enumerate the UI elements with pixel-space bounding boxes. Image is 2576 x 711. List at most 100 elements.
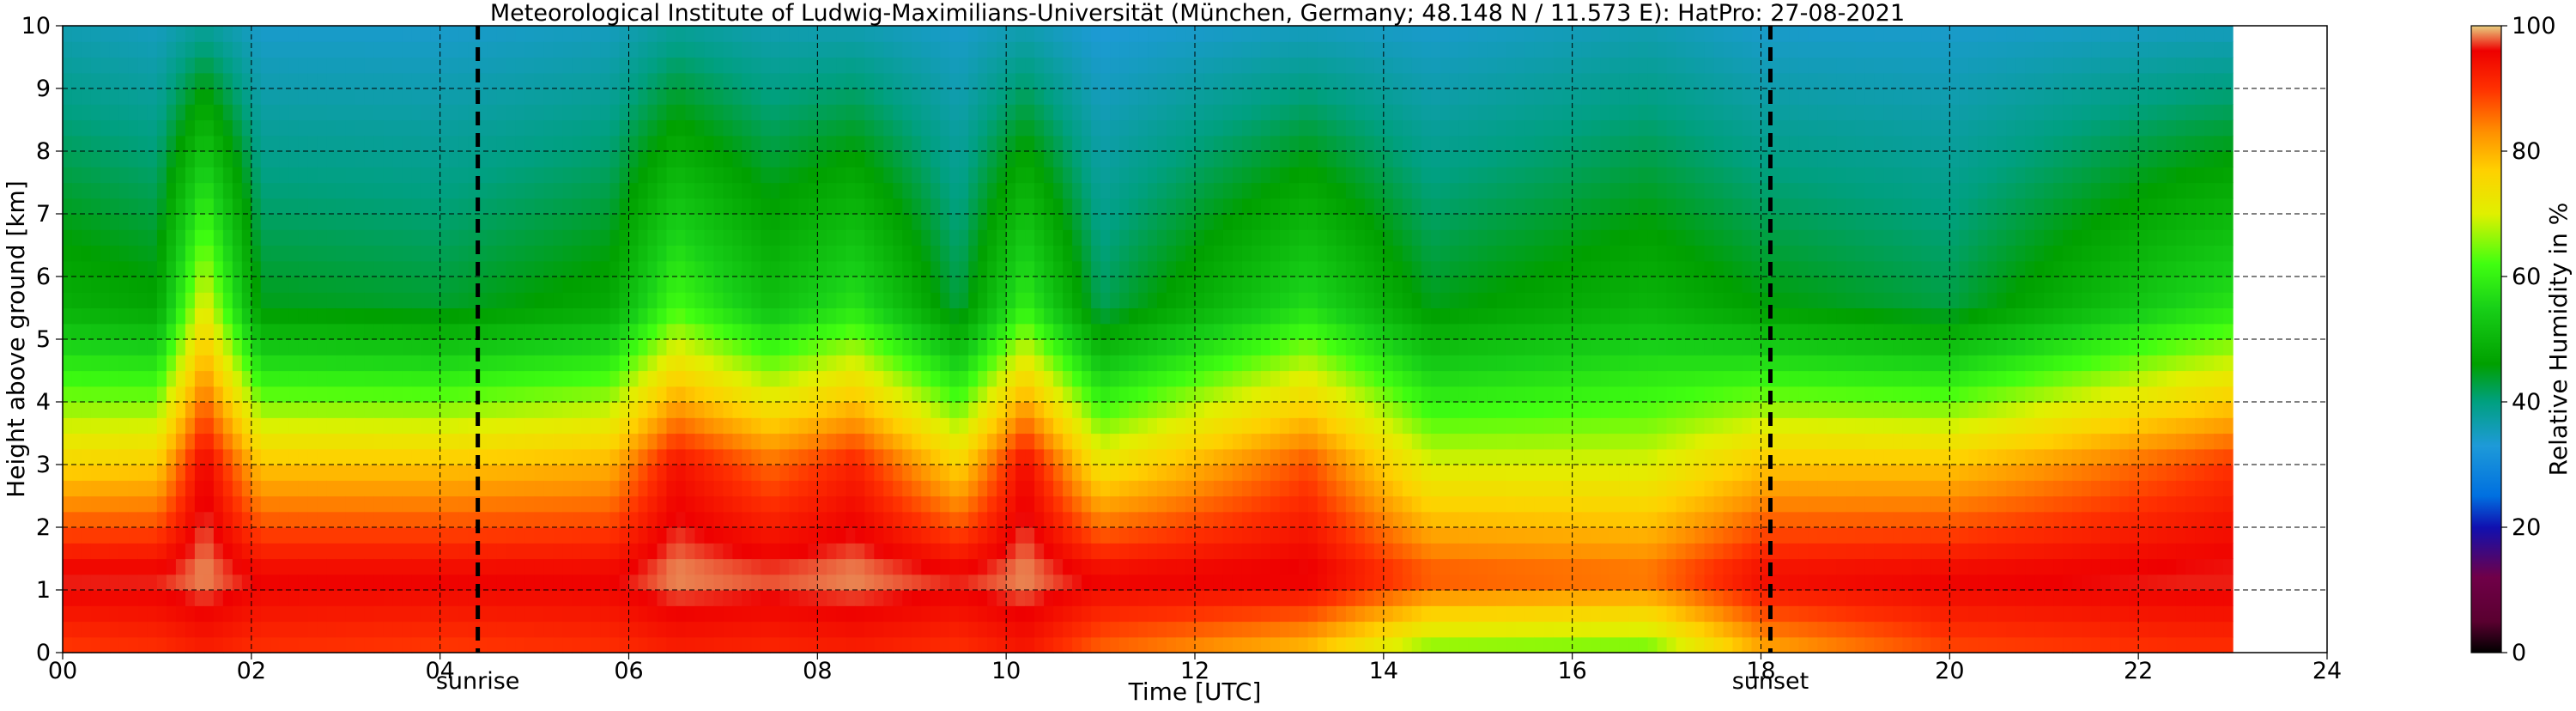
heatmap-cell (1006, 402, 1016, 418)
heatmap-cell (817, 88, 827, 105)
heatmap-cell (100, 558, 111, 575)
heatmap-cell (779, 323, 790, 340)
heatmap-cell (1015, 104, 1026, 121)
heatmap-cell (185, 41, 196, 58)
heatmap-cell (864, 307, 875, 325)
heatmap-cell (883, 214, 894, 230)
heatmap-cell (902, 229, 912, 246)
heatmap-cell (270, 448, 281, 465)
heatmap-cell (638, 480, 649, 497)
heatmap-cell (704, 260, 715, 277)
heatmap-cell (203, 590, 215, 606)
heatmap-cell (118, 119, 130, 137)
heatmap-cell (817, 41, 827, 58)
heatmap-cell (260, 57, 271, 74)
heatmap-cell (355, 26, 366, 42)
heatmap-cell (572, 590, 583, 606)
heatmap-cell (779, 198, 790, 215)
heatmap-cell (1167, 229, 1177, 246)
heatmap-cell (704, 214, 715, 230)
heatmap-cell (430, 574, 441, 591)
heatmap-cell (543, 339, 555, 356)
heatmap-cell (458, 355, 470, 372)
heatmap-cell (657, 198, 668, 215)
heatmap-cell (968, 355, 979, 372)
heatmap-cell (562, 88, 573, 105)
heatmap-cell (912, 72, 922, 89)
heatmap-cell (609, 41, 621, 58)
heatmap-cell (638, 292, 649, 309)
heatmap-cell (713, 214, 724, 230)
heatmap-cell (109, 495, 120, 513)
heatmap-cell (1138, 276, 1149, 293)
heatmap-cell (798, 370, 809, 387)
heatmap-cell (1034, 323, 1045, 340)
heatmap-cell (175, 558, 186, 575)
heatmap-cell (260, 104, 271, 121)
heatmap-cell (524, 151, 536, 167)
heatmap-cell (864, 433, 875, 450)
heatmap-cell (1195, 72, 1205, 89)
heatmap-cell (959, 135, 969, 152)
heatmap-cell (789, 214, 799, 230)
heatmap-cell (600, 543, 611, 560)
heatmap-cell (949, 448, 960, 465)
heatmap-cell (307, 229, 318, 246)
heatmap-cell (553, 167, 564, 184)
heatmap-cell (609, 386, 621, 403)
heatmap-cell (1185, 323, 1196, 340)
heatmap-cell (1082, 72, 1092, 89)
heatmap-cell (1129, 151, 1139, 167)
heatmap-cell (713, 151, 724, 167)
heatmap-cell (288, 511, 300, 528)
heatmap-cell (515, 292, 526, 309)
heatmap-cell (1213, 621, 1224, 638)
heatmap-cell (307, 26, 318, 42)
heatmap-cell (288, 229, 300, 246)
heatmap-cell (194, 41, 205, 58)
heatmap-cell (147, 511, 158, 528)
heatmap-cell (487, 260, 498, 277)
heatmap-cell (1025, 214, 1035, 230)
heatmap-cell (968, 41, 979, 58)
heatmap-cell (1232, 135, 1243, 152)
heatmap-cell (71, 558, 82, 575)
heatmap-cell (185, 88, 196, 105)
heatmap-cell (798, 119, 809, 137)
heatmap-cell (298, 72, 309, 89)
heatmap-cell (1091, 167, 1101, 184)
heatmap-cell (166, 167, 177, 184)
heatmap-cell (383, 621, 394, 638)
heatmap-cell (298, 41, 309, 58)
heatmap-cell (1063, 590, 1073, 606)
heatmap-cell (638, 543, 649, 560)
heatmap-cell (732, 543, 742, 560)
heatmap-cell (373, 621, 385, 638)
heatmap-cell (1063, 260, 1073, 277)
heatmap-cell (609, 276, 621, 293)
heatmap-cell (572, 621, 583, 638)
heatmap-cell (770, 245, 780, 262)
heatmap-cell (1148, 151, 1158, 167)
heatmap-cell (326, 292, 337, 309)
heatmap-cell (147, 119, 158, 137)
heatmap-cell (288, 104, 300, 121)
heatmap-cell (128, 26, 139, 42)
heatmap-cell (647, 339, 658, 356)
heatmap-cell (694, 198, 706, 215)
heatmap-cell (156, 480, 167, 497)
heatmap-cell (118, 229, 130, 246)
heatmap-cell (846, 119, 856, 137)
heatmap-cell (430, 26, 441, 42)
heatmap-cell (477, 26, 488, 42)
heatmap-cell (676, 245, 687, 262)
heatmap-cell (1119, 119, 1130, 137)
heatmap-cell (779, 480, 790, 497)
heatmap-cell (71, 229, 82, 246)
heatmap-cell (194, 605, 205, 623)
heatmap-cell (978, 276, 988, 293)
heatmap-cell (704, 574, 715, 591)
heatmap-cell (1053, 260, 1064, 277)
heatmap-cell (921, 229, 931, 246)
heatmap-cell (1138, 448, 1149, 465)
